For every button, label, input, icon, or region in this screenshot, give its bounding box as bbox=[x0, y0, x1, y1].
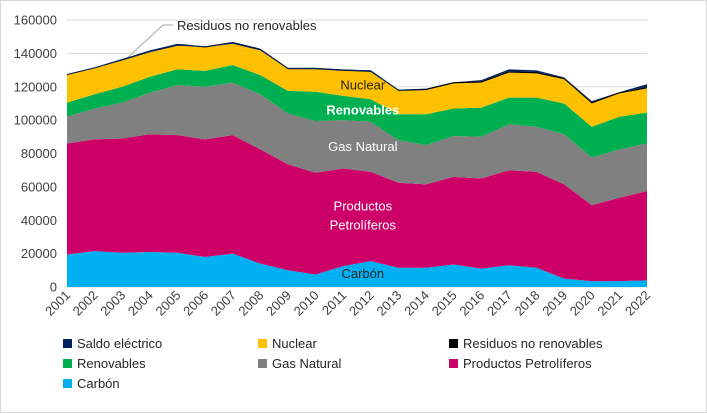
legend-label: Nuclear bbox=[272, 336, 317, 351]
y-axis-ticks: 0 20000 40000 60000 80000 100000 120000 140000 1… bbox=[14, 13, 57, 295]
x-tick-label: 2004 bbox=[125, 288, 156, 319]
legend-item-saldo-electrico: Saldo eléctrico bbox=[63, 336, 162, 354]
x-tick-label: 2012 bbox=[346, 288, 377, 319]
x-axis-ticks: 2001200220032004200520062007200820092010… bbox=[42, 288, 653, 319]
legend-label: Saldo eléctrico bbox=[77, 336, 163, 351]
legend-label: Residuos no renovables bbox=[463, 336, 603, 351]
x-tick-label: 2002 bbox=[70, 288, 101, 319]
legend-swatch bbox=[258, 359, 267, 368]
legend-item-renovables: Renovables bbox=[63, 356, 146, 374]
area-label-carbon: Carbón bbox=[341, 266, 384, 281]
area-carbon bbox=[67, 251, 647, 287]
x-tick-label: 2022 bbox=[622, 288, 653, 319]
legend-swatch bbox=[449, 359, 458, 368]
y-tick-label: 120000 bbox=[14, 79, 57, 94]
legend-swatch bbox=[63, 339, 72, 348]
y-tick-label: 140000 bbox=[14, 46, 57, 61]
x-tick-label: 2020 bbox=[567, 288, 598, 319]
x-tick-label: 2019 bbox=[539, 288, 570, 319]
legend-label: Gas Natural bbox=[272, 356, 342, 371]
x-tick-label: 2007 bbox=[208, 288, 239, 319]
legend-swatch bbox=[63, 359, 72, 368]
annotation-label: Residuos no renovables bbox=[177, 18, 317, 33]
x-tick-label: 2021 bbox=[594, 288, 625, 319]
area-label-nuclear: Nuclear bbox=[340, 77, 385, 92]
area-productos-petroliferos bbox=[67, 134, 647, 282]
x-tick-label: 2008 bbox=[235, 288, 266, 319]
y-tick-label: 40000 bbox=[21, 213, 57, 228]
area-residuos-no-renovables bbox=[67, 42, 647, 104]
annotation-leader-line bbox=[127, 24, 164, 58]
area-labels: Nuclear Renovables Gas Natural Productos Pet… bbox=[326, 77, 399, 280]
annotations: Residuos no renovables bbox=[127, 18, 317, 58]
area-label-gas-natural: Gas Natural bbox=[328, 139, 397, 154]
area-nuclear bbox=[67, 43, 647, 127]
x-tick-label: 2016 bbox=[456, 288, 487, 319]
y-tick-label: 0 bbox=[50, 280, 57, 295]
area-label-petroliferos: Petrolíferos bbox=[330, 217, 397, 232]
area-gas-natural bbox=[67, 82, 647, 206]
legend-item-carbon: Carbón bbox=[63, 376, 120, 394]
series-areas bbox=[67, 42, 647, 287]
x-tick-label: 2015 bbox=[429, 288, 460, 319]
area-label-productos: Productos bbox=[334, 198, 393, 213]
x-tick-label: 2013 bbox=[373, 288, 404, 319]
y-tick-label: 80000 bbox=[21, 146, 57, 161]
x-tick-label: 2001 bbox=[42, 288, 73, 319]
x-tick-label: 2010 bbox=[291, 288, 322, 319]
legend-item-productos-petroliferos: Productos Petrolíferos bbox=[449, 356, 592, 374]
x-tick-label: 2006 bbox=[180, 288, 211, 319]
y-tick-label: 100000 bbox=[14, 113, 57, 128]
area-label-renovables: Renovables bbox=[326, 103, 399, 118]
x-tick-label: 2017 bbox=[484, 288, 515, 319]
x-tick-label: 2003 bbox=[97, 288, 128, 319]
legend-label: Renovables bbox=[77, 356, 146, 371]
legend-item-gas-natural: Gas Natural bbox=[258, 356, 341, 374]
legend-label: Carbón bbox=[77, 376, 120, 391]
y-tick-label: 20000 bbox=[21, 246, 57, 261]
x-tick-label: 2005 bbox=[153, 288, 184, 319]
legend-item-nuclear: Nuclear bbox=[258, 336, 317, 354]
legend-swatch bbox=[449, 339, 458, 348]
x-tick-label: 2009 bbox=[263, 288, 294, 319]
legend-swatch bbox=[63, 379, 72, 388]
legend-swatch bbox=[258, 339, 267, 348]
area-renovables bbox=[67, 65, 647, 158]
legend-label: Productos Petrolíferos bbox=[463, 356, 592, 371]
x-tick-label: 2014 bbox=[401, 288, 432, 319]
legend-item-residuos-no-renovables: Residuos no renovables bbox=[449, 336, 602, 354]
y-tick-label: 160000 bbox=[14, 13, 57, 28]
y-tick-label: 60000 bbox=[21, 179, 57, 194]
x-tick-label: 2018 bbox=[512, 288, 543, 319]
x-tick-label: 2011 bbox=[319, 288, 349, 318]
